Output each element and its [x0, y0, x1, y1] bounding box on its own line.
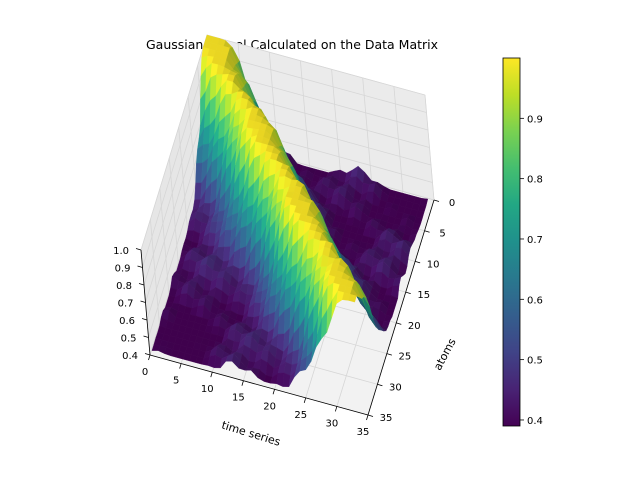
z-tick	[144, 353, 151, 356]
x-tick-label: 10	[201, 384, 214, 395]
x-tick-label: 20	[263, 401, 276, 412]
x-axis-label: time series	[220, 419, 282, 449]
y-tick-label: 15	[417, 290, 430, 301]
x-tick-label: 35	[357, 427, 370, 438]
z-tick	[135, 248, 142, 251]
colorbar-tick-label: 0.8	[527, 175, 543, 186]
x-tick-label: 25	[294, 410, 307, 421]
y-tick	[415, 261, 421, 264]
surface-patch	[239, 246, 247, 270]
colorbar-tick-label: 0.6	[527, 295, 543, 306]
y-axis-label: atoms	[431, 336, 459, 373]
z-tick-label: 0.6	[119, 316, 135, 327]
y-tick-label: 20	[408, 321, 421, 332]
surface-plot	[151, 34, 429, 387]
z-tick	[143, 335, 149, 338]
y-tick-label: 35	[380, 413, 393, 424]
x-tick-label: 15	[232, 393, 245, 404]
y-tick	[396, 322, 402, 325]
y-tick	[433, 199, 440, 202]
x-tick	[334, 406, 338, 412]
z-tick-label: 0.8	[116, 281, 132, 292]
z-tick-label: 0.7	[118, 299, 134, 310]
z-tick	[138, 283, 145, 286]
x-tick	[148, 354, 151, 361]
surface-patch	[240, 225, 248, 249]
x-tick	[303, 397, 307, 403]
x-axis-line	[149, 354, 369, 416]
y-axis-line	[367, 199, 435, 416]
x-tick-label: 0	[142, 367, 148, 378]
colorbar-tick-label: 0.7	[527, 235, 543, 246]
y-tick	[377, 383, 383, 387]
axis-ticks: 0 5 10 15 20 25 30 35 0 5 10 15 20 25 30 35 1.0 0.9 0.8 0.7…	[113, 198, 455, 438]
x-tick-label: 30	[325, 418, 338, 429]
surface-patch	[306, 238, 315, 260]
x-tick	[179, 363, 182, 369]
x-tick	[241, 380, 244, 386]
y-tick-label: 5	[439, 229, 445, 240]
y-tick-label: 30	[389, 382, 402, 393]
colorbar: 0.9 0.8 0.7 0.6 0.5 0.4	[502, 57, 543, 427]
z-tick	[141, 318, 148, 321]
z-tick-label: 1.0	[113, 246, 129, 257]
x-tick-label: 5	[173, 376, 179, 387]
colorbar-gradient	[502, 57, 521, 427]
colorbar-tick-label: 0.5	[527, 356, 543, 367]
y-tick	[424, 230, 430, 233]
y-tick-label: 0	[449, 198, 455, 209]
chart-title: Gaussian Kernel Calculated on the Data M…	[146, 37, 438, 52]
surface-patch	[195, 162, 203, 184]
z-tick-label: 0.4	[122, 351, 138, 362]
y-tick-label: 10	[427, 259, 440, 270]
z-tick	[140, 300, 146, 303]
x-tick	[366, 414, 369, 421]
z-tick-label: 0.5	[121, 334, 137, 345]
colorbar-tick-label: 0.4	[527, 416, 543, 427]
z-tick	[137, 265, 143, 268]
y-tick	[367, 414, 374, 417]
x-tick	[210, 372, 213, 378]
y-tick	[405, 291, 411, 295]
y-tick	[386, 353, 392, 356]
surface-patch	[348, 294, 357, 303]
surface-patch	[194, 182, 202, 201]
y-tick-label: 25	[398, 352, 411, 363]
z-tick-label: 0.9	[115, 264, 131, 275]
colorbar-tick-label: 0.9	[527, 114, 543, 125]
x-tick	[272, 389, 275, 395]
